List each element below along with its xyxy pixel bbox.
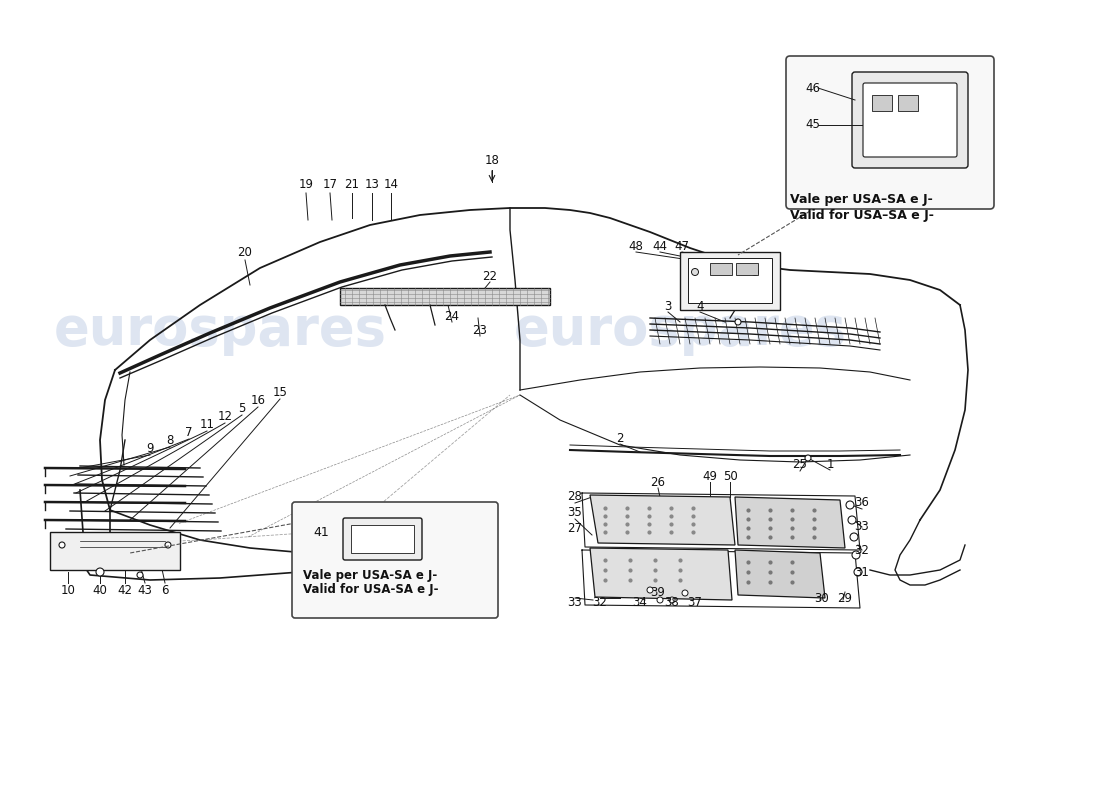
Text: 28: 28 — [568, 490, 582, 503]
Text: 30: 30 — [815, 591, 829, 605]
Text: 12: 12 — [218, 410, 232, 422]
Circle shape — [805, 455, 811, 461]
Text: 7: 7 — [185, 426, 192, 438]
Text: 26: 26 — [650, 475, 666, 489]
Text: 2: 2 — [616, 431, 624, 445]
Text: 43: 43 — [138, 583, 153, 597]
Text: 15: 15 — [273, 386, 287, 398]
Text: 22: 22 — [483, 270, 497, 282]
Circle shape — [848, 516, 856, 524]
Bar — [340, 288, 550, 305]
Text: Valid for USA-SA e J-: Valid for USA-SA e J- — [302, 583, 439, 597]
Circle shape — [735, 319, 741, 325]
Circle shape — [692, 269, 698, 275]
Text: 8: 8 — [166, 434, 174, 446]
Circle shape — [138, 572, 143, 578]
Bar — [898, 95, 918, 111]
Text: 23: 23 — [473, 323, 487, 337]
Bar — [680, 252, 780, 310]
Text: 34: 34 — [632, 597, 648, 610]
Polygon shape — [590, 548, 732, 600]
Circle shape — [96, 568, 104, 576]
Circle shape — [850, 533, 858, 541]
Text: 4: 4 — [696, 299, 704, 313]
Text: 44: 44 — [652, 239, 668, 253]
Circle shape — [682, 590, 688, 596]
Polygon shape — [735, 497, 845, 548]
Polygon shape — [735, 550, 825, 598]
Polygon shape — [590, 495, 735, 545]
Text: 21: 21 — [344, 178, 360, 191]
Text: 39: 39 — [650, 586, 666, 598]
Text: 33: 33 — [855, 521, 869, 534]
Text: 47: 47 — [674, 239, 690, 253]
Text: 45: 45 — [805, 118, 820, 131]
Circle shape — [846, 501, 854, 509]
Text: 5: 5 — [239, 402, 245, 414]
Circle shape — [852, 551, 860, 559]
Text: 17: 17 — [322, 178, 338, 191]
Bar — [710, 263, 732, 275]
FancyBboxPatch shape — [351, 525, 414, 553]
Text: 33: 33 — [568, 597, 582, 610]
Text: 31: 31 — [855, 566, 869, 578]
Text: 32: 32 — [855, 543, 869, 557]
Text: 41: 41 — [314, 526, 329, 539]
Text: 50: 50 — [723, 470, 737, 482]
Text: 11: 11 — [199, 418, 214, 430]
Bar — [50, 532, 180, 570]
Text: 38: 38 — [664, 597, 680, 610]
Text: 9: 9 — [146, 442, 154, 454]
Text: 46: 46 — [805, 82, 820, 94]
Text: eurospares: eurospares — [514, 304, 847, 356]
Circle shape — [854, 568, 862, 576]
Circle shape — [669, 597, 675, 603]
Circle shape — [751, 269, 759, 275]
Text: 14: 14 — [384, 178, 398, 191]
FancyBboxPatch shape — [864, 83, 957, 157]
Text: 20: 20 — [238, 246, 252, 258]
Circle shape — [647, 587, 653, 593]
Text: 18: 18 — [485, 154, 499, 166]
Bar — [688, 258, 772, 303]
FancyBboxPatch shape — [852, 72, 968, 168]
Text: 25: 25 — [793, 458, 807, 471]
Circle shape — [59, 542, 65, 548]
Text: 32: 32 — [593, 597, 607, 610]
Text: 42: 42 — [118, 583, 132, 597]
Text: 37: 37 — [688, 597, 703, 610]
Text: 13: 13 — [364, 178, 380, 191]
FancyBboxPatch shape — [292, 502, 498, 618]
Text: eurospares: eurospares — [54, 304, 386, 356]
Text: 40: 40 — [92, 583, 108, 597]
FancyBboxPatch shape — [786, 56, 994, 209]
Text: Vale per USA–SA e J-: Vale per USA–SA e J- — [790, 194, 933, 206]
FancyBboxPatch shape — [343, 518, 422, 560]
Text: 3: 3 — [664, 299, 672, 313]
Bar — [872, 95, 892, 111]
Text: 36: 36 — [855, 497, 869, 510]
Text: 49: 49 — [703, 470, 717, 482]
Text: 27: 27 — [568, 522, 583, 534]
Text: Valid for USA–SA e J-: Valid for USA–SA e J- — [790, 210, 934, 222]
Circle shape — [657, 597, 663, 603]
Text: 10: 10 — [60, 583, 76, 597]
Text: 24: 24 — [444, 310, 460, 322]
Text: 48: 48 — [628, 239, 643, 253]
Text: Vale per USA-SA e J-: Vale per USA-SA e J- — [302, 569, 438, 582]
Text: 29: 29 — [837, 591, 852, 605]
Bar — [736, 263, 758, 275]
Text: 1: 1 — [826, 458, 834, 471]
Text: 35: 35 — [568, 506, 582, 519]
Text: 6: 6 — [162, 583, 168, 597]
Text: 16: 16 — [251, 394, 265, 406]
Circle shape — [165, 542, 170, 548]
Text: 19: 19 — [298, 178, 314, 191]
